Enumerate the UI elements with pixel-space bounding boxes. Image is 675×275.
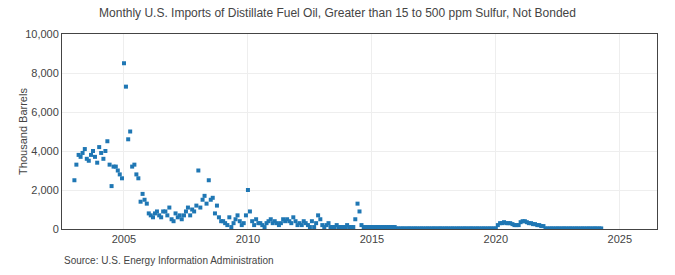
svg-text:Thousand Barrels: Thousand Barrels	[17, 88, 29, 175]
svg-text:2020: 2020	[484, 233, 508, 245]
svg-text:10,000: 10,000	[25, 28, 59, 40]
svg-text:2,000: 2,000	[31, 184, 59, 196]
svg-text:2015: 2015	[360, 233, 384, 245]
svg-text:4,000: 4,000	[31, 145, 59, 157]
svg-text:2005: 2005	[112, 233, 136, 245]
svg-text:0: 0	[53, 223, 59, 235]
svg-text:8,000: 8,000	[31, 67, 59, 79]
svg-text:Source: U.S. Energy Informatio: Source: U.S. Energy Information Administ…	[64, 255, 274, 266]
svg-text:Monthly U.S. Imports of Distil: Monthly U.S. Imports of Distillate Fuel …	[99, 6, 576, 20]
svg-text:2010: 2010	[236, 233, 260, 245]
svg-text:6,000: 6,000	[31, 106, 59, 118]
svg-text:2025: 2025	[608, 233, 632, 245]
